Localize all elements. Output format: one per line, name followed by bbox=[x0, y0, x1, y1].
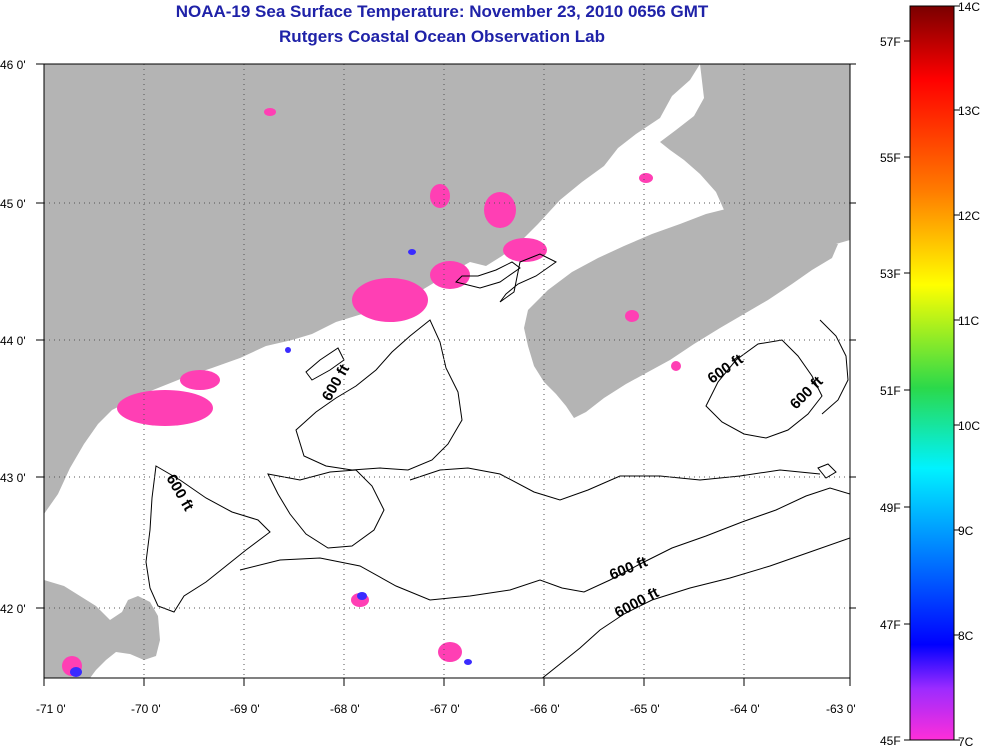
lat-tick-label: 43 0' bbox=[0, 471, 26, 485]
lon-tick-label: -64 0' bbox=[730, 702, 760, 716]
colorbar-celsius-label: 13C bbox=[958, 104, 980, 118]
lon-tick-label: -68 0' bbox=[330, 702, 360, 716]
colorbar-celsius-label: 7C bbox=[958, 735, 974, 749]
colorbar-fahrenheit-label: 45F bbox=[880, 734, 901, 748]
lon-tick-label: -71 0' bbox=[36, 702, 66, 716]
map-subtitle: Rutgers Coastal Ocean Observation Lab bbox=[279, 27, 605, 46]
colorbar-fahrenheit-label: 55F bbox=[880, 151, 901, 165]
longitude-labels: -71 0' -70 0' -69 0' -68 0' -67 0' -66 0… bbox=[36, 702, 856, 716]
plot-frame bbox=[43, 63, 851, 679]
lat-tick-label: 46 0' bbox=[0, 58, 26, 72]
lon-tick-label: -63 0' bbox=[826, 702, 856, 716]
lon-tick-label: -69 0' bbox=[230, 702, 260, 716]
colorbar-celsius-label: 11C bbox=[958, 314, 979, 328]
northeast-land bbox=[660, 64, 850, 278]
lat-tick-label: 42 0' bbox=[0, 602, 26, 616]
map-title: NOAA-19 Sea Surface Temperature: Novembe… bbox=[175, 2, 709, 21]
sst-warm-patches bbox=[62, 108, 681, 676]
lon-tick-label: -66 0' bbox=[530, 702, 560, 716]
colorbar-fahrenheit-label: 51F bbox=[880, 384, 901, 398]
colorbar-fahrenheit-label: 49F bbox=[880, 501, 901, 515]
latitude-labels: 46 0' 45 0' 44 0' 43 0' 42 0' bbox=[0, 58, 26, 616]
colorbar-celsius-label: 9C bbox=[958, 524, 974, 538]
lon-tick-label: -65 0' bbox=[630, 702, 660, 716]
colorbar-fahrenheit-label: 53F bbox=[880, 267, 901, 281]
colorbar: 14C 13C 12C 11C 10C 9C 8C 7C 57F 55F 53F… bbox=[880, 0, 980, 749]
colorbar-celsius-label: 12C bbox=[958, 209, 980, 223]
lon-tick-label: -67 0' bbox=[430, 702, 460, 716]
lat-tick-label: 44 0' bbox=[0, 334, 26, 348]
colorbar-fahrenheit-label: 57F bbox=[880, 35, 901, 49]
colorbar-fahrenheit-label: 47F bbox=[880, 618, 901, 632]
cape-cod-land bbox=[44, 580, 160, 678]
lon-tick-label: -70 0' bbox=[131, 702, 161, 716]
colorbar-gradient bbox=[909, 5, 955, 741]
sst-cool-patches bbox=[70, 249, 472, 677]
depth-contours bbox=[145, 253, 850, 678]
lat-tick-label: 45 0' bbox=[0, 197, 26, 211]
tick-marks bbox=[36, 63, 856, 686]
colorbar-celsius-label: 14C bbox=[958, 0, 980, 14]
colorbar-celsius-label: 10C bbox=[958, 419, 980, 433]
colorbar-celsius-label: 8C bbox=[958, 629, 974, 643]
